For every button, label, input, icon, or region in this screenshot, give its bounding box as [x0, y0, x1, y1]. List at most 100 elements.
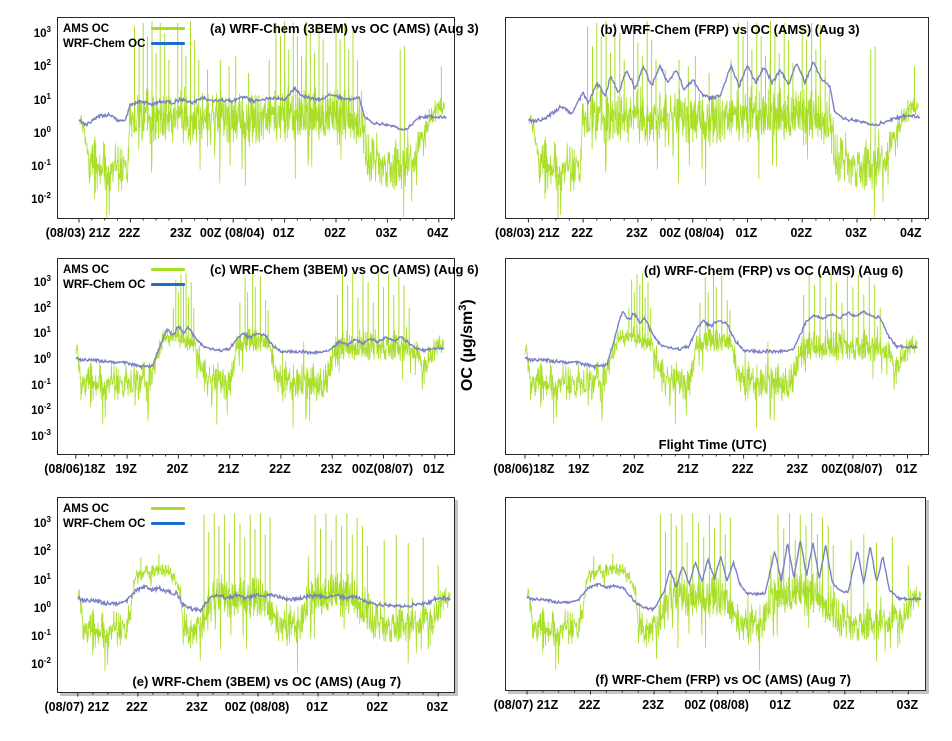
y-tick-label: 10-1 [31, 627, 51, 643]
x-tick-label: (08/03) 21Z [495, 226, 560, 240]
x-tick-label: 03Z [896, 698, 919, 712]
legend-row-wrf: WRF-Chem OC [63, 36, 185, 51]
x-tick-label: 22Z [731, 462, 754, 476]
legend-c: AMS OC WRF-Chem OC [63, 262, 185, 292]
panel-d-title: (d) WRF-Chem (FRP) vs OC (AMS) (Aug 6) [644, 263, 904, 278]
x-tick-label: 00Z(08/07) [351, 462, 414, 476]
legend-wrf-label: WRF-Chem OC [63, 37, 146, 50]
y-axis-title-sup: 3 [456, 304, 469, 311]
panel-e: AMS OC WRF-Chem OC (e) WRF-Chem (3BEM) v… [57, 497, 455, 697]
x-tick-label: 23Z [320, 462, 342, 476]
panel-a: AMS OC WRF-Chem OC (a) WRF-Chem (3BEM) v… [57, 17, 479, 223]
legend-row-ams: AMS OC [63, 21, 185, 36]
x-tick-label: 19Z [567, 462, 590, 476]
ams-oc-spikes [172, 273, 410, 358]
legend-ams-label: AMS OC [63, 263, 109, 276]
y-tick-label: 100 [33, 351, 51, 366]
legend-ams-label: AMS OC [63, 502, 109, 515]
x-tick-label: 22Z [118, 226, 141, 240]
legend-wrf-label: WRF-Chem OC [63, 278, 146, 291]
x-tick-label: 20Z [622, 462, 645, 476]
y-tick-label: 10-3 [31, 428, 51, 443]
x-tick-label: 22Z [126, 700, 148, 714]
y-tick-label: 101 [33, 571, 51, 587]
x-tick-label: 23Z [170, 226, 192, 240]
x-tick-label: (08/03) 21Z [45, 226, 111, 240]
wrf-line-swatch-icon [151, 282, 185, 287]
x-tick-label: 21Z [217, 462, 240, 476]
panel-e-title: (e) WRF-Chem (3BEM) vs OC (AMS) (Aug 7) [132, 674, 402, 689]
plot-area-d [524, 273, 922, 459]
x-tick-label: 20Z [166, 462, 189, 476]
ams-oc-spikes [140, 513, 439, 635]
wrf-chem-oc-series [78, 85, 448, 131]
legend-row-ams: AMS OC [63, 501, 185, 516]
x-tick-label: 03Z [845, 226, 867, 240]
x-tick-label: 19Z [115, 462, 137, 476]
x-axis-title: Flight Time (UTC) [658, 437, 767, 452]
x-tick-label: 23Z [626, 226, 648, 240]
x-tick-label: 04Z [900, 226, 922, 240]
x-tick-label: 00Z (08/04) [199, 226, 265, 240]
x-tick-label: 00Z (08/04) [659, 226, 724, 240]
legend-row-wrf: WRF-Chem OC [63, 516, 185, 531]
wrf-chem-oc-series [75, 324, 445, 371]
panel-b: (b) WRF-Chem (FRP) vs OC (AMS) (Aug 3) [505, 17, 929, 223]
y-tick-label: 100 [33, 599, 51, 615]
y-axis-title-text: OC (µg/sm [459, 310, 477, 392]
y-tick-label: 102 [33, 299, 51, 315]
ams-line-swatch-icon [151, 506, 185, 511]
ams-line-swatch-icon [151, 267, 185, 272]
x-tick-label: (08/06)18Z [493, 462, 555, 476]
legend-a: AMS OC WRF-Chem OC [63, 21, 185, 51]
legend-row-wrf: WRF-Chem OC [63, 277, 185, 292]
x-axis-ticks [77, 692, 439, 697]
y-tick-label: 102 [33, 543, 51, 559]
y-axis-title-close: ) [459, 299, 477, 305]
x-axis-ticks [526, 690, 909, 695]
x-axis-ticks [75, 454, 449, 459]
wrf-chem-oc-series [524, 310, 918, 371]
x-axis-ticks [527, 218, 926, 223]
ams-line-swatch-icon [151, 26, 185, 31]
x-tick-label: 02Z [832, 698, 855, 712]
panel-a-title: (a) WRF-Chem (3BEM) vs OC (AMS) (Aug 3) [210, 21, 479, 36]
panel-c: AMS OC WRF-Chem OC (c) WRF-Chem (3BEM) v… [57, 258, 479, 459]
x-tick-label: 22Z [571, 226, 593, 240]
plot-area-f [526, 513, 922, 695]
plot-area-e [77, 513, 451, 697]
y-tick-label: 100 [33, 124, 51, 140]
legend-ams-label: AMS OC [63, 22, 109, 35]
x-tick-label: 02Z [790, 226, 813, 240]
legend-row-ams: AMS OC [63, 262, 185, 277]
plot-area-b [527, 21, 926, 223]
x-tick-label: 22Z [269, 462, 291, 476]
panel-c-title: (c) WRF-Chem (3BEM) vs OC (AMS) (Aug 6) [210, 262, 479, 277]
y-tick-label: 102 [33, 58, 51, 74]
wrf-line-swatch-icon [151, 521, 185, 526]
x-tick-label: 01Z [735, 226, 758, 240]
wrf-chem-oc-series [527, 61, 921, 127]
y-tick-label: 103 [33, 24, 51, 40]
ams-oc-series [529, 58, 919, 218]
panel-f-title: (f) WRF-Chem (FRP) vs OC (AMS) (Aug 7) [595, 672, 851, 687]
x-axis-ticks [78, 218, 453, 223]
x-tick-label: 03Z [375, 226, 398, 240]
y-tick-label: 101 [33, 91, 51, 107]
wrf-chem-oc-series [77, 584, 451, 614]
y-tick-label: 103 [33, 515, 51, 531]
x-tick-label: (08/07) 21Z [493, 698, 559, 712]
plot-area-a [78, 21, 453, 223]
x-tick-label: 00Z (08/08) [684, 698, 749, 712]
panel-f: (f) WRF-Chem (FRP) vs OC (AMS) (Aug 7) [505, 497, 926, 695]
ams-oc-series [79, 58, 446, 218]
x-tick-label: 22Z [578, 698, 601, 712]
y-tick-label: 101 [33, 325, 51, 341]
y-tick-label: 10-2 [31, 191, 51, 207]
x-tick-label: (08/06)18Z [44, 462, 106, 476]
y-tick-label: 10-2 [31, 655, 51, 671]
y-tick-label: 103 [33, 274, 51, 289]
x-tick-label: 01Z [306, 700, 328, 714]
ams-oc-series [526, 555, 922, 672]
legend-e: AMS OC WRF-Chem OC [63, 501, 185, 531]
